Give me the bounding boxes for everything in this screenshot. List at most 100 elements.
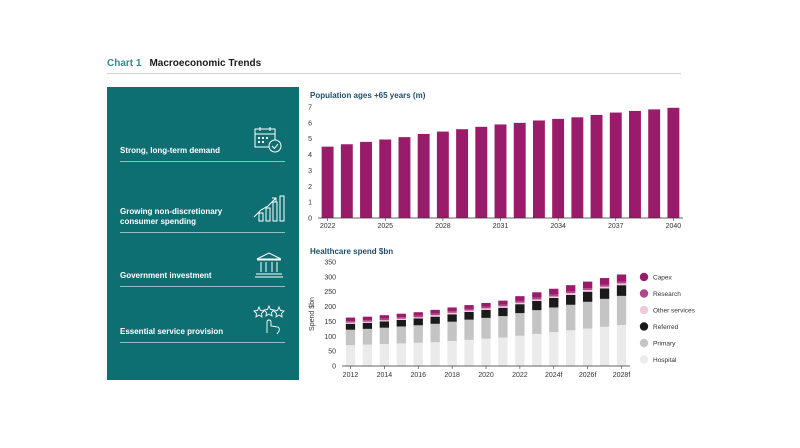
spend-bar-segment bbox=[396, 317, 406, 319]
population-bar bbox=[571, 117, 584, 218]
spend-bar-segment bbox=[345, 323, 356, 330]
spend-bar-segment bbox=[379, 318, 390, 321]
spend-bar-segment bbox=[515, 296, 525, 301]
spend-bar-segment bbox=[447, 314, 457, 322]
spend-bar-segment bbox=[549, 296, 559, 298]
spend-bar-segment bbox=[379, 344, 390, 366]
spend-bar-segment bbox=[616, 283, 627, 286]
y-axis-label: Spend $bn bbox=[309, 297, 316, 331]
spend-bar-segment bbox=[616, 295, 627, 325]
y-tick-label: 250 bbox=[324, 289, 336, 296]
y-tick-label: 50 bbox=[328, 349, 336, 356]
spend-bar-segment bbox=[345, 317, 356, 322]
spend-bar-segment bbox=[515, 300, 525, 303]
panel-divider bbox=[120, 161, 285, 162]
spend-bar-segment bbox=[582, 281, 593, 289]
spend-bar-segment bbox=[515, 313, 525, 336]
y-tick-label: 7 bbox=[308, 105, 312, 112]
panel-label: Essential service provision bbox=[120, 327, 224, 336]
population-bar bbox=[648, 109, 661, 218]
spend-bar-segment bbox=[464, 339, 474, 366]
spend-bar-segment bbox=[447, 312, 457, 315]
spend-bar-segment bbox=[532, 299, 542, 301]
spend-bar-segment bbox=[464, 311, 474, 320]
spend-bar-segment bbox=[430, 309, 440, 314]
spend-bar-segment bbox=[396, 326, 406, 344]
spend-bar-segment bbox=[379, 320, 390, 322]
y-tick-label: 0 bbox=[308, 216, 312, 223]
spend-bar-segment bbox=[532, 310, 542, 334]
panel-item-demand: Strong, long-term demand bbox=[120, 125, 285, 162]
spend-bar-segment bbox=[481, 308, 491, 310]
spend-bar-segment bbox=[464, 305, 474, 309]
spend-bar-segment bbox=[616, 281, 627, 284]
population-bar bbox=[475, 126, 488, 218]
spend-bar-segment bbox=[430, 315, 440, 317]
x-tick-label: 2020 bbox=[478, 372, 494, 379]
x-tick-label: 2022 bbox=[320, 223, 336, 230]
legend-label: Capex bbox=[653, 274, 673, 281]
population-bar bbox=[590, 114, 603, 218]
spend-bar-segment bbox=[582, 289, 593, 292]
x-tick-label: 2031 bbox=[493, 223, 509, 230]
spend-bar-segment bbox=[413, 315, 423, 318]
population-bar bbox=[456, 129, 469, 218]
x-tick-label: 2016 bbox=[410, 372, 426, 379]
spend-bar-segment bbox=[430, 313, 440, 316]
calendar-check-icon bbox=[254, 127, 282, 153]
x-tick-label: 2034 bbox=[550, 223, 566, 230]
legend-marker bbox=[639, 355, 649, 364]
spend-bar-segment bbox=[566, 293, 576, 295]
x-tick-label: 2028 bbox=[435, 223, 451, 230]
legend-marker bbox=[639, 305, 649, 315]
spend-bar-segment bbox=[396, 318, 406, 320]
population-bar bbox=[552, 118, 565, 218]
x-tick-label: 2024f bbox=[545, 372, 563, 379]
stars-hand-icon bbox=[253, 305, 285, 335]
population-bar bbox=[321, 146, 334, 218]
panel-divider bbox=[120, 342, 285, 343]
y-tick-label: 5 bbox=[308, 136, 312, 143]
y-tick-label: 200 bbox=[324, 304, 336, 311]
spend-bar-segment bbox=[599, 286, 610, 289]
spend-bar-segment bbox=[498, 300, 508, 305]
y-tick-label: 4 bbox=[308, 152, 312, 159]
spend-bar-segment bbox=[481, 317, 491, 339]
spend-bar-segment bbox=[566, 294, 576, 305]
growth-bars-icon bbox=[253, 195, 285, 222]
spend-bar-segment bbox=[464, 319, 474, 340]
spend-bar-segment bbox=[599, 288, 610, 299]
spend-bar-segment bbox=[549, 297, 559, 308]
spend-bar-segment bbox=[498, 316, 508, 338]
spend-bar-segment bbox=[599, 298, 610, 327]
government-building-icon bbox=[255, 252, 283, 278]
spend-bar-segment bbox=[362, 321, 373, 323]
spend-bar-segment bbox=[498, 304, 508, 307]
population-bar bbox=[398, 137, 411, 218]
y-tick-label: 6 bbox=[308, 120, 312, 127]
spend-bar-segment bbox=[566, 291, 576, 294]
spend-bar-segment bbox=[582, 328, 593, 366]
spend-bar-segment bbox=[582, 288, 593, 290]
trends-panel: Strong, long-term demand Growing non-dis… bbox=[107, 87, 299, 380]
y-tick-label: 150 bbox=[324, 319, 336, 326]
spend-bar-segment bbox=[447, 307, 457, 312]
spend-bar-segment bbox=[532, 292, 542, 298]
spend-bar-segment bbox=[464, 308, 474, 311]
spend-bar-segment bbox=[413, 325, 423, 343]
spend-bar-segment bbox=[430, 316, 440, 324]
chart-title: Macroeconomic Trends bbox=[149, 58, 262, 69]
population-bar bbox=[513, 122, 526, 218]
spend-bar-segment bbox=[396, 343, 406, 366]
spend-bar-segment bbox=[447, 311, 457, 313]
spend-bar-segment bbox=[362, 344, 373, 366]
legend-marker bbox=[639, 272, 649, 282]
legend-marker bbox=[639, 338, 649, 348]
x-tick-label: 2037 bbox=[608, 223, 624, 230]
spend-bar-segment bbox=[532, 297, 542, 300]
spend-bar-segment bbox=[481, 306, 491, 309]
healthcare-chart-title: Healthcare spend $bn bbox=[310, 247, 394, 256]
spend-bar-segment bbox=[582, 291, 593, 302]
spend-bar-segment bbox=[413, 312, 423, 316]
spend-bar-segment bbox=[566, 285, 576, 292]
